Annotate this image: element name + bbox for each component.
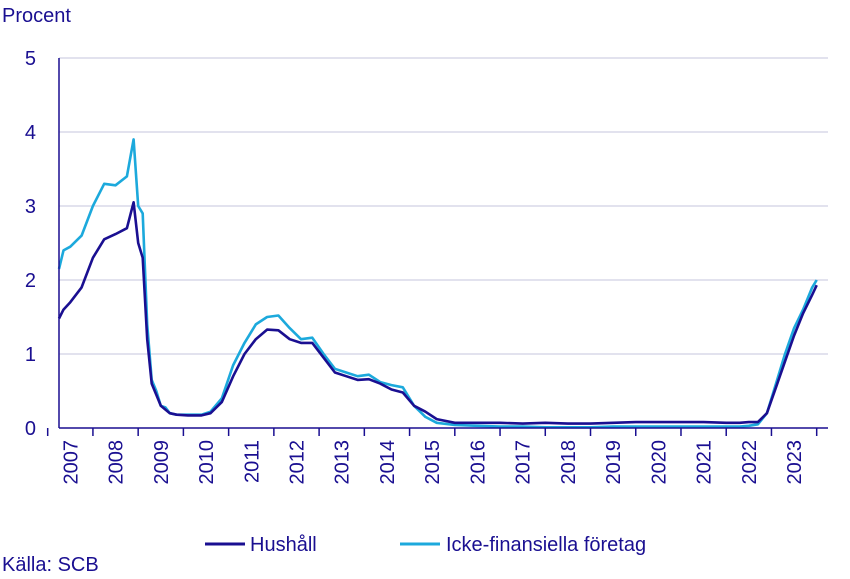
x-tick-2014: 2014 xyxy=(377,440,399,485)
legend: Hushåll Icke-finansiella företag xyxy=(205,534,646,556)
x-tick-2009: 2009 xyxy=(151,440,173,485)
y-tick-5: 5 xyxy=(25,48,36,70)
x-tick-2017: 2017 xyxy=(513,440,535,485)
y-tick-3: 3 xyxy=(25,196,36,218)
y-axis-label: Procent xyxy=(2,5,71,27)
x-tick-2013: 2013 xyxy=(332,440,354,485)
x-tick-2007: 2007 xyxy=(60,440,82,485)
x-tick-2012: 2012 xyxy=(286,440,308,485)
legend-label-icke-finansiella: Icke-finansiella företag xyxy=(446,534,646,556)
grid-lines xyxy=(59,57,828,355)
series-line-icke-finansiella xyxy=(57,138,818,429)
x-tick-2020: 2020 xyxy=(648,440,670,485)
axes xyxy=(46,58,828,436)
y-tick-labels: 0 1 2 3 4 5 xyxy=(25,48,36,440)
series-line-hushall xyxy=(57,201,818,425)
x-tick-2010: 2010 xyxy=(196,440,218,485)
x-tick-2022: 2022 xyxy=(739,440,761,485)
x-tick-2018: 2018 xyxy=(558,440,580,485)
x-tick-2023: 2023 xyxy=(784,440,806,485)
series-lines xyxy=(57,138,818,429)
y-tick-0: 0 xyxy=(25,418,36,440)
x-tick-2008: 2008 xyxy=(106,440,128,485)
x-tick-2019: 2019 xyxy=(603,440,625,485)
x-tick-2011: 2011 xyxy=(241,440,263,483)
legend-label-hushall: Hushåll xyxy=(250,534,317,556)
y-tick-1: 1 xyxy=(25,344,36,366)
y-tick-2: 2 xyxy=(25,270,36,292)
x-tick-2016: 2016 xyxy=(467,440,489,485)
x-tick-2021: 2021 xyxy=(694,440,716,485)
x-tick-labels: 2007 2008 2009 2010 2011 2012 2013 2014 2015 2016… xyxy=(60,440,806,485)
x-tick-2015: 2015 xyxy=(422,440,444,485)
source-note: Källa: SCB xyxy=(2,554,99,576)
y-tick-4: 4 xyxy=(25,122,36,144)
